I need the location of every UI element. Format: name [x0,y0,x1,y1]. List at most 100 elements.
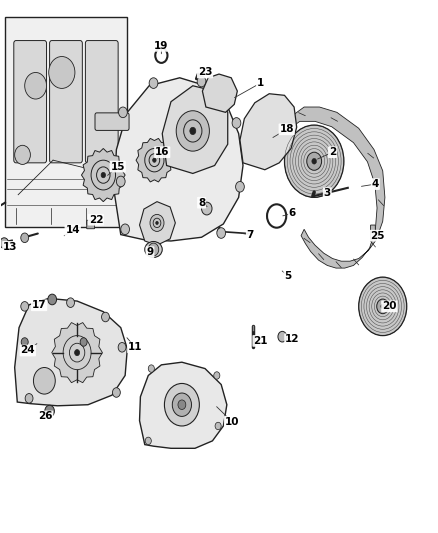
Circle shape [197,76,206,87]
FancyBboxPatch shape [14,41,46,163]
FancyBboxPatch shape [49,41,82,163]
Polygon shape [140,201,175,245]
Circle shape [278,332,287,342]
Circle shape [153,218,161,228]
FancyBboxPatch shape [85,41,118,163]
FancyBboxPatch shape [95,113,129,131]
Polygon shape [52,322,102,383]
Circle shape [63,336,91,369]
Circle shape [21,338,28,346]
Circle shape [102,312,110,322]
Text: 21: 21 [253,336,268,346]
Text: 6: 6 [289,208,296,219]
Circle shape [67,298,74,308]
Polygon shape [166,98,220,164]
Circle shape [117,176,125,187]
Text: 15: 15 [110,161,125,172]
Circle shape [74,350,80,356]
Circle shape [145,149,164,172]
Polygon shape [202,74,237,112]
Circle shape [217,228,226,238]
Polygon shape [162,86,228,173]
FancyBboxPatch shape [371,225,375,239]
Circle shape [164,383,199,426]
Circle shape [33,368,55,394]
Polygon shape [140,362,227,448]
Circle shape [149,154,160,167]
Circle shape [121,224,130,235]
Circle shape [69,343,85,362]
Circle shape [25,393,33,403]
Ellipse shape [145,241,162,257]
Text: 8: 8 [198,198,205,208]
Text: 11: 11 [128,342,142,352]
Circle shape [118,343,126,352]
Text: 24: 24 [21,345,35,356]
Circle shape [190,127,196,134]
Polygon shape [14,298,127,406]
Circle shape [215,422,221,430]
Text: 9: 9 [146,247,154,257]
Text: 26: 26 [38,411,53,422]
Circle shape [96,167,110,183]
Text: 3: 3 [324,188,331,198]
Circle shape [25,72,46,99]
Text: 17: 17 [32,300,46,310]
Text: 20: 20 [382,301,396,311]
Text: 18: 18 [279,124,294,134]
Circle shape [377,299,389,314]
Circle shape [285,125,344,197]
Polygon shape [240,94,297,169]
Text: 1: 1 [257,78,264,88]
Circle shape [148,365,154,372]
Text: 5: 5 [284,271,292,281]
Circle shape [113,387,120,397]
Polygon shape [281,107,385,268]
Circle shape [214,372,220,379]
Text: 25: 25 [370,231,384,241]
Circle shape [232,118,241,128]
Text: 13: 13 [3,242,18,252]
Circle shape [145,437,151,445]
Circle shape [0,238,9,248]
Circle shape [150,214,164,231]
Polygon shape [114,78,243,241]
Polygon shape [5,17,127,227]
Text: 23: 23 [198,68,212,77]
Text: 19: 19 [154,41,169,51]
Polygon shape [136,139,173,182]
Circle shape [21,302,28,311]
Circle shape [201,202,212,215]
Circle shape [148,243,159,256]
Circle shape [48,294,57,305]
Circle shape [178,400,186,409]
Polygon shape [144,207,170,239]
Circle shape [80,338,87,346]
Circle shape [184,120,202,142]
Text: 16: 16 [155,147,170,157]
Circle shape [307,152,321,170]
Circle shape [45,405,54,417]
Circle shape [119,107,127,118]
Circle shape [49,56,75,88]
Polygon shape [81,149,125,201]
Text: 4: 4 [371,179,379,189]
Circle shape [381,304,385,309]
Circle shape [176,111,209,151]
Text: 12: 12 [285,334,300,344]
Circle shape [312,158,317,164]
Text: 10: 10 [225,417,239,427]
Circle shape [14,146,30,165]
Text: 22: 22 [88,215,103,225]
Circle shape [359,277,407,336]
Circle shape [172,393,191,416]
FancyBboxPatch shape [87,220,95,229]
Text: 7: 7 [247,230,254,240]
Circle shape [149,78,158,88]
Circle shape [153,158,156,162]
Circle shape [21,233,28,243]
Circle shape [236,181,244,192]
Text: 14: 14 [65,225,80,236]
Circle shape [91,160,116,190]
Circle shape [156,221,158,224]
